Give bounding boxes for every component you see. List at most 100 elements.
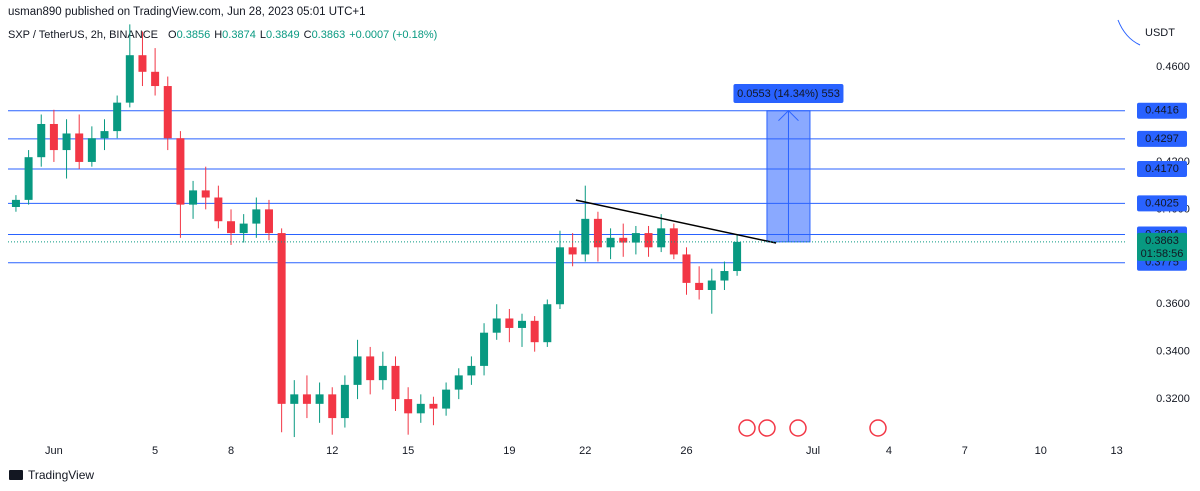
candle-body [505, 318, 514, 328]
candle-body [277, 233, 286, 404]
candle-body [302, 394, 311, 404]
candle-body [555, 247, 564, 305]
event-icon [789, 419, 807, 437]
candle-body [340, 384, 349, 419]
candle-body [631, 233, 640, 243]
candle-body [24, 157, 33, 200]
y-tick-label: 0.4600 [1156, 61, 1190, 73]
level-label-bg [1137, 195, 1187, 212]
candle-body [733, 241, 742, 272]
ohlc-value: 0.3874 [222, 29, 256, 41]
last-price-bg [1137, 232, 1187, 261]
candle-body [100, 131, 109, 139]
x-tick-label: 22 [579, 445, 591, 457]
x-tick-label: 8 [228, 445, 234, 457]
candle-body [163, 86, 172, 139]
candle-body [62, 133, 71, 151]
candle-body [467, 365, 476, 376]
candle-body [125, 55, 134, 103]
candle-body [619, 237, 628, 243]
candle-body [720, 271, 729, 281]
measure-label-bg [733, 84, 844, 103]
currency: USDT [1145, 27, 1175, 39]
drawing-stroke [1117, 19, 1141, 46]
x-tick-label: 4 [886, 445, 892, 457]
symbol-legend: SXP / TetherUS, 2h, BINANCE O0.3856 H0.387… [8, 29, 437, 41]
countdown: 01:58:56 [1141, 248, 1184, 260]
x-tick-label: 7 [962, 445, 968, 457]
x-tick-label: 26 [680, 445, 692, 457]
candle-body [138, 55, 147, 72]
event-icon [738, 419, 756, 437]
candle-body [37, 123, 46, 158]
candle-body [87, 138, 96, 162]
event-icons [738, 419, 887, 437]
x-tick-label: 13 [1111, 445, 1123, 457]
y-tick-label: 0.3600 [1156, 298, 1190, 310]
candle-body [391, 365, 400, 400]
measure-arrowhead [778, 109, 799, 122]
x-tick-label: Jul [806, 445, 820, 457]
candle-body [657, 228, 666, 248]
x-tick-label: 12 [326, 445, 338, 457]
candle-body [669, 228, 678, 255]
logo: TradingView [9, 468, 94, 482]
level-label-bg [1137, 161, 1187, 178]
candle-body [176, 138, 185, 205]
x-tick-label: 15 [402, 445, 414, 457]
candle-body [442, 389, 451, 409]
level-label: 0.4416 [1145, 105, 1179, 117]
ohlc-name: C [304, 29, 312, 41]
candle-body [366, 356, 375, 381]
candle-body [480, 332, 489, 366]
measure-label: 0.0553 (14.34%) 553 [737, 88, 840, 100]
candle-body [568, 247, 577, 255]
candle-body [290, 394, 299, 404]
candle-body [328, 394, 337, 419]
change: +0.0007 (+0.18%) [349, 29, 437, 41]
candle-body [315, 394, 324, 404]
y-tick-label: 0.3400 [1156, 346, 1190, 358]
level-label: 0.4170 [1145, 163, 1179, 175]
candle-body [593, 218, 602, 248]
candle-body [707, 280, 716, 291]
ohlc-value: 0.3856 [177, 29, 211, 41]
ohlc-value: 0.3849 [266, 29, 300, 41]
candle-body [239, 223, 248, 234]
symbol: SXP / TetherUS, 2h, BINANCE [8, 29, 158, 41]
logo-mark [9, 470, 23, 480]
candle-body [543, 304, 552, 343]
candle-body [201, 190, 210, 198]
level-label: 0.4025 [1145, 197, 1179, 209]
ohlc-name: O [168, 29, 177, 41]
candle-body [378, 365, 387, 381]
candle-body [416, 403, 425, 414]
footer: TradingView [28, 468, 94, 482]
candle-body [682, 254, 691, 283]
event-icon [758, 419, 776, 437]
x-tick-label: 10 [1035, 445, 1047, 457]
candle-body [189, 190, 198, 205]
candle-body [49, 123, 58, 151]
candle-body [644, 233, 653, 248]
level-label-bg [1137, 130, 1187, 147]
candle-body [695, 282, 704, 291]
x-tick-label: 5 [152, 445, 158, 457]
candle-body [492, 318, 501, 333]
candle-body [530, 320, 539, 343]
candle-body [11, 199, 20, 207]
candle-body [75, 133, 84, 162]
candle-body [113, 102, 122, 132]
candle-body [151, 71, 160, 87]
candle-body [581, 218, 590, 255]
event-icon [869, 419, 887, 437]
candle-body [252, 209, 261, 224]
level-label-bg [1137, 102, 1187, 119]
candle-body [429, 403, 438, 409]
x-tick-label: 19 [503, 445, 515, 457]
candle-body [227, 221, 236, 234]
candle-body [404, 399, 413, 414]
candle-body [606, 237, 615, 248]
last-price-label: 0.3863 [1145, 235, 1179, 247]
